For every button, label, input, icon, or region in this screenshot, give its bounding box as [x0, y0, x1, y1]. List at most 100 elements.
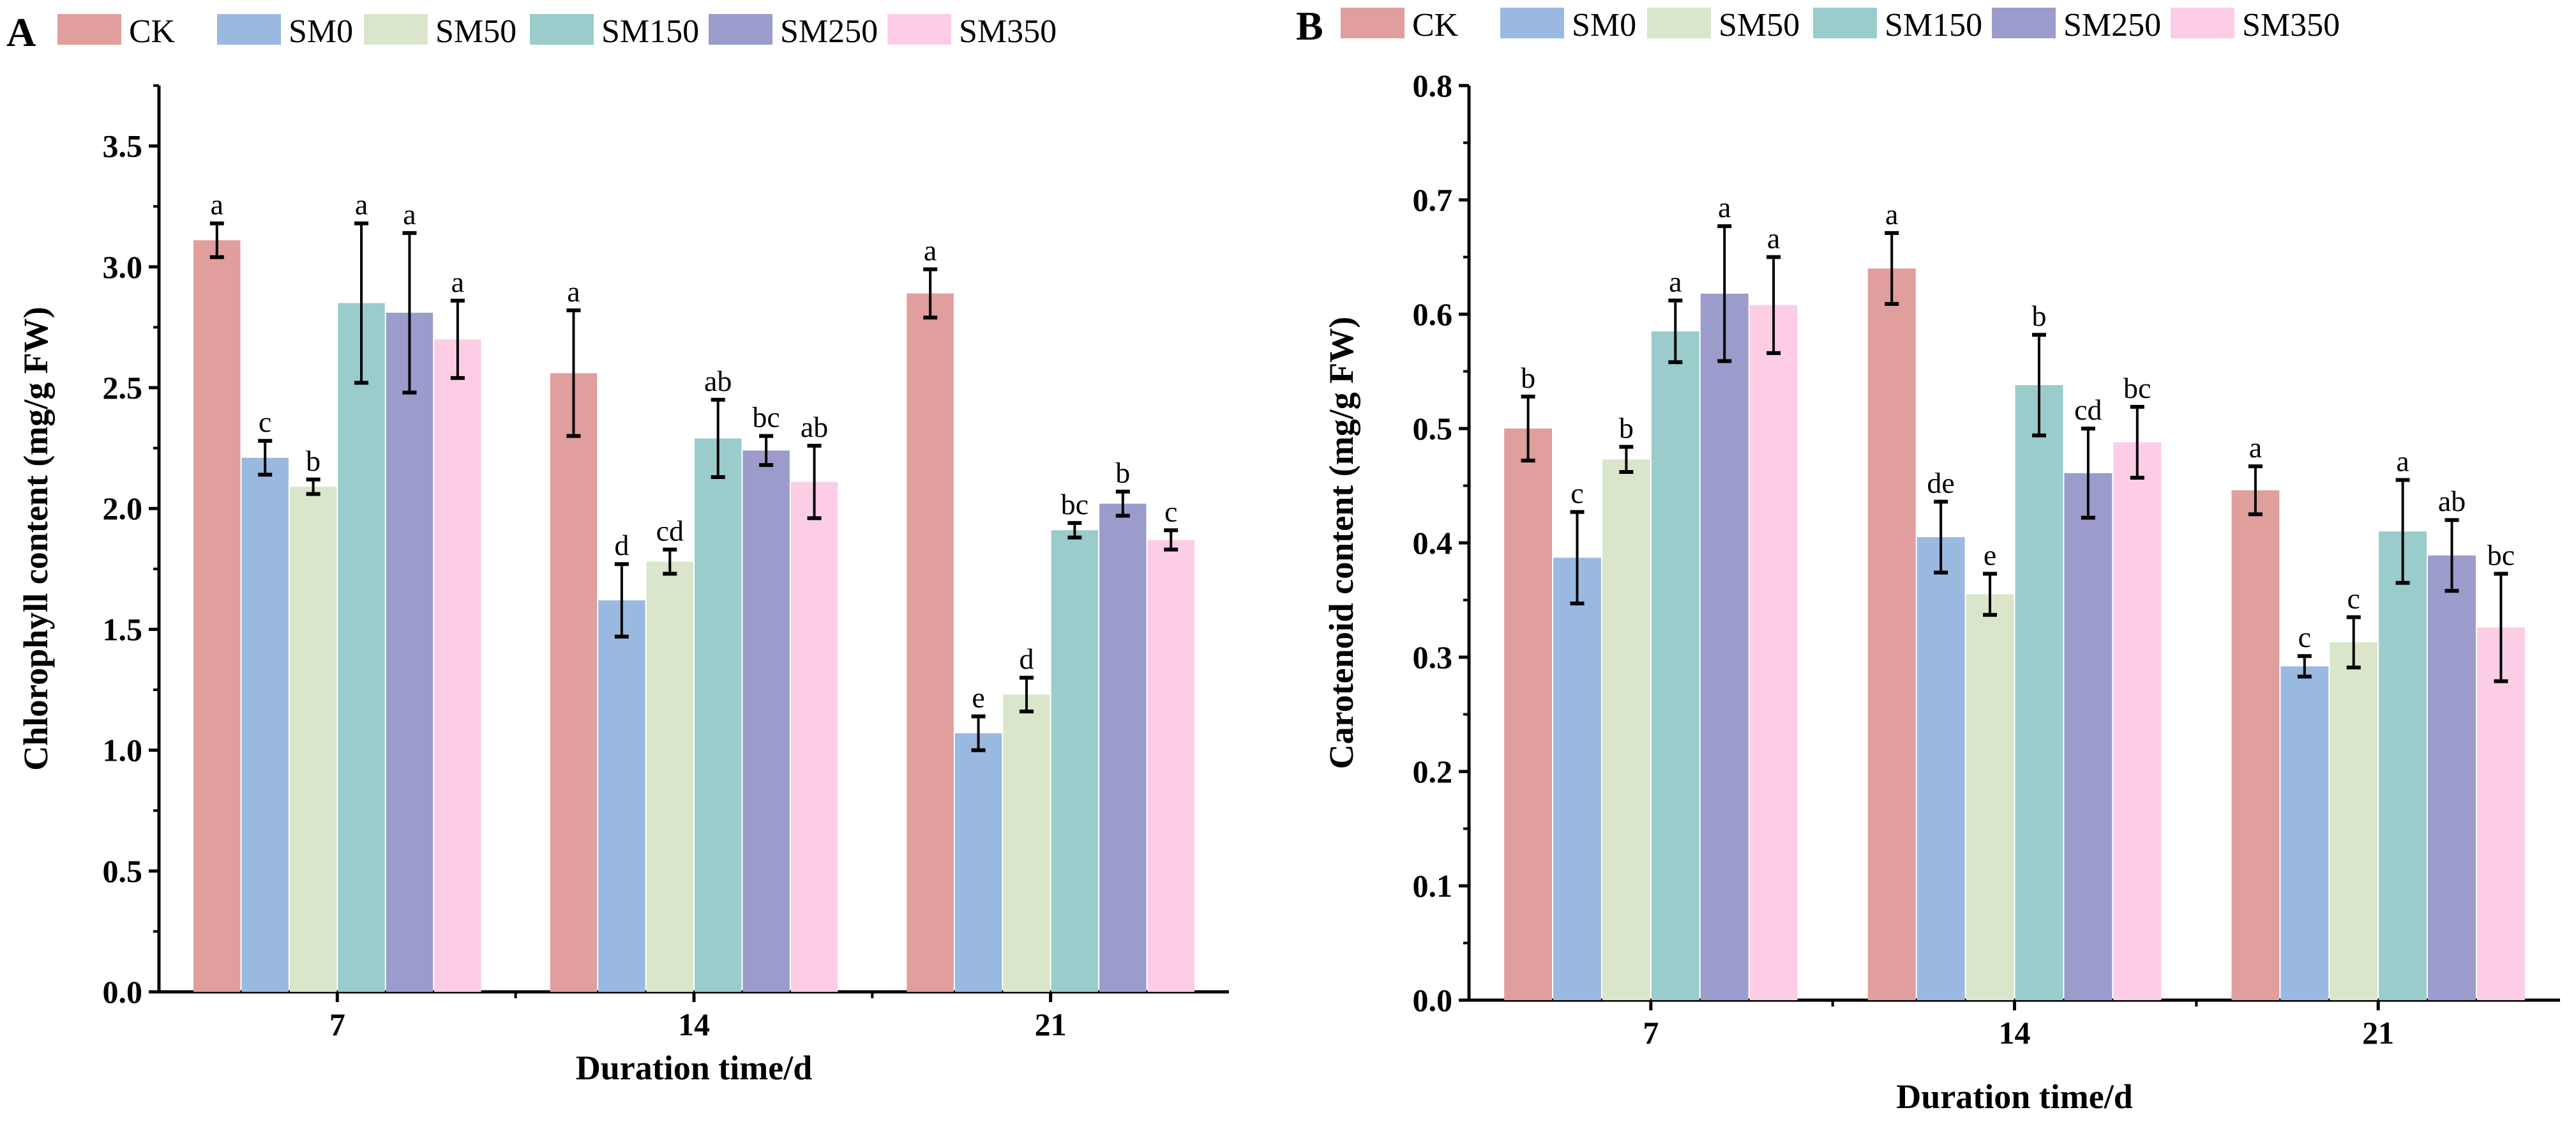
bar-SM150 [695, 438, 742, 992]
significance-letter: ab [704, 365, 732, 397]
y-tick-label: 0.4 [1413, 525, 1453, 561]
legend-label: SM350 [959, 13, 1057, 50]
significance-letter: ab [2438, 485, 2466, 517]
bar-SM150 [1051, 530, 1099, 992]
legend-label: SM250 [780, 13, 878, 50]
legend-swatch [2171, 8, 2234, 38]
legend-swatch [1341, 8, 1405, 38]
bar-CK [193, 240, 241, 992]
bar-SM50 [289, 487, 337, 992]
y-tick-label: 2.0 [103, 490, 143, 526]
significance-letter: c [2347, 582, 2360, 614]
significance-letter: b [1521, 361, 1535, 394]
significance-letter: c [1164, 495, 1177, 528]
legend-swatch [57, 14, 121, 45]
significance-letter: c [1570, 477, 1583, 510]
bar-SM350 [2476, 627, 2525, 1000]
legend-label: SM350 [2242, 7, 2340, 43]
bar-SM250 [742, 450, 790, 992]
significance-letter: b [1115, 457, 1130, 489]
legend-label: SM0 [289, 13, 353, 50]
significance-letter: c [2298, 621, 2311, 653]
significance-letter: de [1927, 467, 1954, 499]
significance-letter: a [451, 266, 464, 298]
bar-SM150 [338, 303, 385, 992]
panel-B: B CK SM0 SM50 SM150 SM250 SM350 0.0 0.1 0.2 0.3 0.4… [1296, 3, 2560, 1116]
significance-letter: a [2249, 431, 2262, 464]
significance-letter: a [567, 275, 580, 308]
significance-letter: b [2031, 300, 2046, 332]
legend-swatch [887, 14, 951, 45]
x-tick-label: 14 [1999, 1015, 2031, 1051]
x-tick-label: 14 [678, 1007, 710, 1042]
panel-label: B [1296, 3, 1323, 49]
bar-SM0 [2280, 666, 2329, 1000]
bar-CK [550, 373, 598, 992]
y-tick-label: 2.5 [103, 370, 143, 406]
bar-SM0 [1917, 537, 1965, 1000]
bar-SM250 [2428, 555, 2476, 1000]
significance-letter: bc [752, 401, 780, 434]
significance-letter: e [972, 681, 984, 714]
legend-swatch [530, 14, 594, 45]
y-axis-label: Carotenoid content (mg/g FW) [1322, 317, 1360, 769]
legend-label: SM250 [2063, 7, 2161, 43]
y-tick-label: 0.2 [1413, 754, 1453, 789]
x-tick-label: 21 [1035, 1007, 1067, 1042]
y-tick-label: 0.5 [103, 853, 143, 889]
y-tick-label: 0.7 [1413, 182, 1453, 218]
panel-label: A [6, 10, 36, 55]
bar-SM50 [1003, 694, 1050, 992]
y-tick-label: 0.0 [103, 974, 143, 1010]
x-tick-label: 21 [2362, 1015, 2394, 1051]
legend-label: SM0 [1572, 7, 1636, 43]
bar-SM250 [2064, 473, 2113, 1000]
significance-letter: a [1885, 198, 1898, 231]
bar-SM50 [1966, 594, 2014, 1000]
bar-SM350 [1749, 305, 1798, 1001]
y-tick-label: 0.8 [1413, 68, 1453, 103]
y-tick-label: 3.0 [103, 249, 143, 285]
significance-letter: a [355, 188, 368, 221]
legend-swatch [1992, 8, 2056, 38]
legend-swatch [709, 14, 772, 45]
significance-letter: d [614, 529, 629, 561]
bar-SM350 [2113, 442, 2162, 1000]
x-axis-label: Duration time/d [576, 1049, 813, 1087]
bar-SM150 [2015, 384, 2063, 1000]
bar-SM350 [434, 339, 481, 992]
significance-letter: bc [2123, 372, 2151, 404]
significance-letter: cd [2074, 393, 2102, 426]
y-tick-label: 0.5 [1413, 411, 1453, 446]
legend-label: SM50 [435, 13, 516, 50]
bar-SM0 [954, 733, 1002, 992]
bar-SM0 [598, 600, 645, 992]
legend-label: CK [1412, 7, 1459, 43]
bar-SM0 [241, 457, 289, 992]
bar-CK [907, 293, 954, 992]
significance-letter: a [1718, 191, 1731, 224]
significance-letter: a [403, 198, 416, 231]
bar-CK [2231, 490, 2280, 1000]
y-axis-label: Chlorophyll content (mg/g FW) [17, 307, 55, 771]
bar-SM350 [1147, 540, 1194, 992]
significance-letter: b [1619, 412, 1634, 445]
y-tick-label: 1.5 [103, 611, 143, 647]
legend-label: SM150 [601, 13, 699, 50]
bar-SM150 [2379, 531, 2427, 1000]
significance-letter: a [2396, 445, 2409, 478]
legend-swatch [364, 14, 428, 45]
bar-SM0 [1553, 558, 1601, 1000]
y-tick-label: 0.6 [1413, 296, 1453, 332]
legend-swatch [1813, 8, 1877, 38]
significance-letter: a [211, 188, 223, 221]
y-tick-label: 1.0 [103, 733, 143, 768]
y-tick-label: 0.3 [1413, 639, 1453, 675]
bar-CK [1504, 429, 1553, 1000]
y-tick-label: 0.1 [1413, 868, 1453, 904]
significance-letter: a [1669, 266, 1682, 298]
bar-SM250 [1700, 293, 1749, 1000]
x-tick-label: 7 [329, 1007, 345, 1042]
significance-letter: e [1984, 538, 1996, 571]
